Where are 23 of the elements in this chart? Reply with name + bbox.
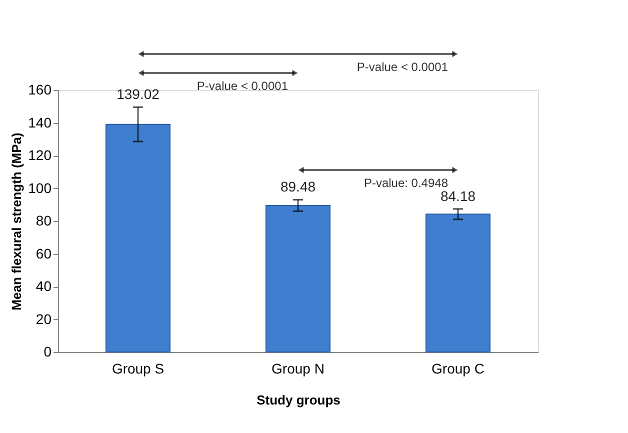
y-tick-label: 0 (44, 344, 52, 360)
y-tick-label: 160 (28, 82, 52, 98)
y-tick-label: 60 (36, 245, 52, 262)
annotation: P-value: 0.4948 (364, 176, 448, 190)
y-tick-label: 100 (28, 180, 52, 196)
y-tick-label: 120 (28, 147, 52, 163)
bar (266, 204, 330, 352)
data-label: 84.18 (440, 188, 476, 204)
y-axis-title: Mean flexural strength (MPa) (9, 132, 24, 310)
x-tick-label: Group N (272, 360, 324, 376)
y-tick-label: 40 (36, 278, 52, 294)
bar (426, 214, 490, 352)
x-axis-title: Study groups (256, 392, 340, 408)
data-label: 139.02 (116, 86, 160, 102)
text: P-value < 0.0001 (356, 60, 448, 74)
annotation: P-value < 0.0001 (196, 79, 288, 93)
y-tick-label: 80 (36, 212, 52, 228)
y-tick-label: 140 (28, 114, 52, 130)
bar (106, 124, 170, 352)
y-tick-label: 20 (36, 310, 52, 327)
x-tick-label: Group C (432, 360, 484, 376)
x-tick-label: Group S (112, 360, 164, 376)
data-label: 89.48 (280, 178, 316, 195)
